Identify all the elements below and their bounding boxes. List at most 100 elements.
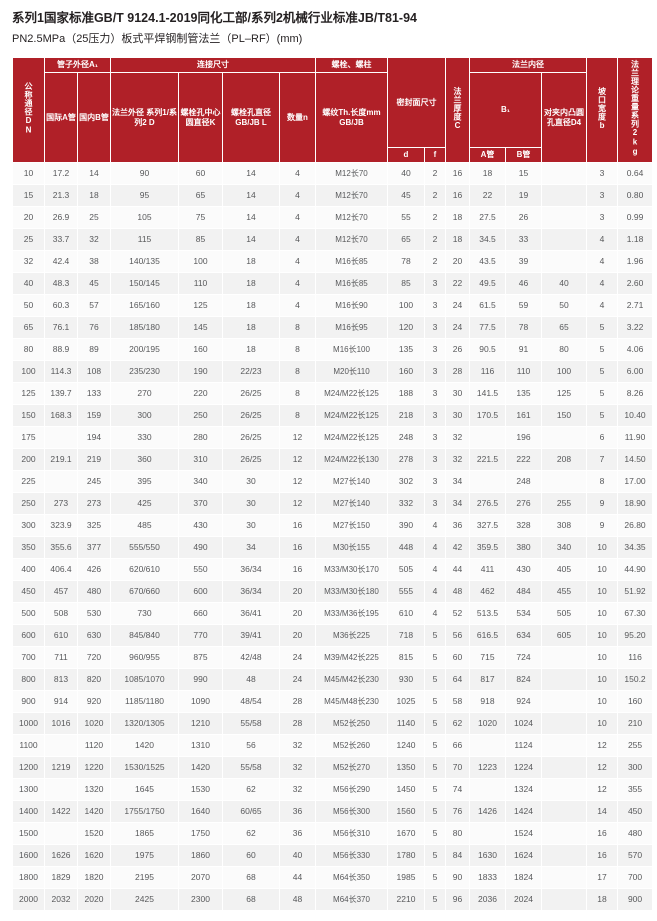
cell-a: 1829 [44, 866, 78, 889]
header-connection-dims-group: 连接尺寸 [110, 57, 316, 73]
cell-sd: 65 [387, 228, 425, 251]
cell-sd: 1560 [387, 800, 425, 823]
cell-c: 30 [445, 382, 470, 405]
cell-dn: 40 [12, 272, 45, 295]
cell-b: 720 [77, 646, 111, 669]
cell-c: 24 [445, 316, 470, 339]
table-row: 80 88.9 89 200/195 160 18 8 M16长100 135 3 26 90.5 91… [12, 338, 654, 361]
cell-l: 26/25 [222, 404, 280, 427]
cell-bb: 1024 [505, 712, 542, 735]
table-row: 450 457 480 670/660 600 36/34 20 M33/M30长180 555… [12, 580, 654, 603]
cell-d4: 405 [540, 558, 588, 581]
cell-d4: 50 [540, 294, 588, 317]
cell-l: 68 [222, 866, 280, 889]
cell-bev: 4 [586, 272, 619, 295]
cell-l: 55/58 [222, 756, 280, 779]
cell-sf: 5 [424, 734, 446, 757]
cell-a [44, 822, 78, 845]
cell-sd: 78 [387, 250, 425, 273]
cell-k: 65 [178, 184, 223, 207]
flange-specification-table: 公称通径DN 管子外径A₁ 连接尺寸 螺栓、螺柱 密封面尺寸 法兰厚度C 法兰内… [12, 57, 654, 911]
cell-dn: 50 [12, 294, 45, 317]
cell-a: 457 [44, 580, 78, 603]
table-row: 1500 1520 1865 1750 62 36 M56长310 1670 5 80 1524 16… [12, 822, 654, 845]
cell-a: 813 [44, 668, 78, 691]
cell-a: 48.3 [44, 272, 78, 295]
cell-d: 1865 [110, 822, 179, 845]
cell-kg: 26.80 [617, 514, 654, 537]
cell-dn: 20 [12, 206, 45, 229]
cell-k: 310 [178, 448, 223, 471]
cell-kg: 150.2 [617, 668, 654, 691]
cell-kg: 14.50 [617, 448, 654, 471]
cell-d4 [540, 470, 588, 493]
cell-dn: 350 [12, 536, 45, 559]
cell-sd: 135 [387, 338, 425, 361]
cell-d4: 208 [540, 448, 588, 471]
cell-ba: 90.5 [469, 338, 506, 361]
cell-ba: 221.5 [469, 448, 506, 471]
cell-sd: 160 [387, 360, 425, 383]
cell-c: 70 [445, 756, 470, 779]
cell-k: 160 [178, 338, 223, 361]
cell-sd: 505 [387, 558, 425, 581]
table-row: 1400 1422 1420 1755/1750 1640 60/65 36 M56长300 1… [12, 800, 654, 823]
cell-d4 [540, 778, 588, 801]
cell-ba: 616.5 [469, 624, 506, 647]
cell-b: 1320 [77, 778, 111, 801]
cell-d: 1085/1070 [110, 668, 179, 691]
cell-ba: 1630 [469, 844, 506, 867]
header-bolt-stud-group: 螺栓、螺柱 [315, 57, 388, 73]
cell-dn: 600 [12, 624, 45, 647]
cell-a: 42.4 [44, 250, 78, 273]
cell-ba: 2036 [469, 888, 506, 911]
header-pipe-od-group: 管子外径A₁ [44, 57, 111, 73]
cell-k: 220 [178, 382, 223, 405]
cell-th: M56长290 [315, 778, 388, 801]
cell-sf: 5 [424, 778, 446, 801]
cell-ba: 34.5 [469, 228, 506, 251]
cell-d4: 100 [540, 360, 588, 383]
cell-n: 28 [279, 712, 316, 735]
cell-ba: 327.5 [469, 514, 506, 537]
cell-d: 115 [110, 228, 179, 251]
cell-d: 90 [110, 162, 179, 185]
table-row: 40 48.3 45 150/145 110 18 4 M16长85 85 3 22 49.5 46 40… [12, 272, 654, 295]
cell-sf: 5 [424, 822, 446, 845]
cell-d: 2425 [110, 888, 179, 911]
header-flange-id-b: B₁ [469, 72, 542, 148]
cell-n: 4 [279, 228, 316, 251]
cell-n: 20 [279, 580, 316, 603]
cell-l: 18 [222, 250, 280, 273]
cell-c: 44 [445, 558, 470, 581]
cell-dn: 15 [12, 184, 45, 207]
cell-sf: 3 [424, 272, 446, 295]
cell-d4 [540, 668, 588, 691]
cell-c: 22 [445, 272, 470, 295]
cell-k: 100 [178, 250, 223, 273]
cell-b: 89 [77, 338, 111, 361]
cell-bb: 824 [505, 668, 542, 691]
table-body: 10 17.2 14 90 60 14 4 M12长70 40 2 16 18 15 3 0.64 15 21.… [12, 162, 654, 911]
cell-d4: 605 [540, 624, 588, 647]
cell-a [44, 426, 78, 449]
cell-bev: 17 [586, 866, 619, 889]
cell-dn: 25 [12, 228, 45, 251]
cell-a: 508 [44, 602, 78, 625]
cell-sd: 1985 [387, 866, 425, 889]
cell-sf: 5 [424, 624, 446, 647]
cell-d: 845/840 [110, 624, 179, 647]
cell-n: 4 [279, 162, 316, 185]
cell-b: 530 [77, 602, 111, 625]
cell-kg: 10.40 [617, 404, 654, 427]
cell-th: M33/M36长195 [315, 602, 388, 625]
cell-sd: 278 [387, 448, 425, 471]
table-row: 900 914 920 1185/1180 1090 48/54 28 M45/M48长230… [12, 690, 654, 713]
cell-sf: 3 [424, 470, 446, 493]
cell-a: 168.3 [44, 404, 78, 427]
cell-a: 33.7 [44, 228, 78, 251]
cell-dn: 250 [12, 492, 45, 515]
cell-b: 219 [77, 448, 111, 471]
cell-a: 1016 [44, 712, 78, 735]
cell-bev: 5 [586, 338, 619, 361]
